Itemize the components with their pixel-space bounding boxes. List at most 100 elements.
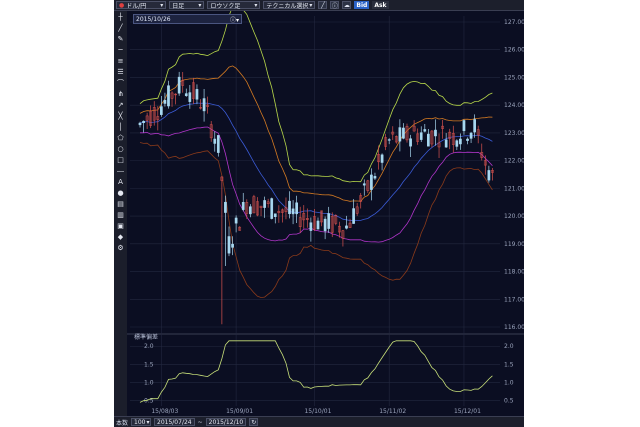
vertical-line-icon[interactable]: │ [118, 122, 123, 131]
candle-body [394, 136, 398, 143]
refresh-icon[interactable]: ↻ [249, 418, 259, 426]
candle-body [441, 125, 444, 129]
y-tick-label: 125.00 [504, 74, 524, 81]
candle-body [227, 236, 231, 254]
candle-body [330, 215, 334, 233]
layers-icon[interactable]: ▤ [117, 199, 124, 208]
date-readout: 2015/10/26 [133, 14, 242, 24]
currency-pair-label: ドル/円 [126, 2, 147, 10]
info-icon[interactable]: ⓘ [330, 1, 340, 10]
candle-body [384, 137, 387, 147]
candle-body [284, 207, 288, 212]
candle-body [249, 206, 252, 215]
crosshair-icon[interactable]: ┼ [118, 12, 123, 21]
pencil-icon[interactable]: ✎ [117, 34, 124, 43]
candle-body [469, 132, 473, 139]
candle-body [327, 213, 331, 229]
candle-body [412, 125, 416, 132]
candle-body [288, 200, 291, 215]
y-tick-label: 118.00 [504, 269, 524, 276]
candle-body [216, 135, 220, 153]
y-tick-label: 127.00 [504, 19, 524, 26]
candle-body [409, 138, 412, 147]
date-label: 2015/10/26 [136, 15, 171, 23]
dot-icon[interactable]: ● [117, 188, 124, 197]
price-chart[interactable]: 127.00 126.00 125.00 124.00 123.00 122.00 121.… [127, 11, 524, 416]
candle-body [370, 174, 373, 190]
chart-type-select[interactable]: ロウソク足 ▾ [207, 1, 261, 10]
candle-body [466, 138, 469, 141]
candle-body [398, 127, 402, 142]
period-select[interactable]: 日足 ▾ [169, 1, 205, 10]
candle-body [473, 119, 476, 133]
stack-icon[interactable]: ▥ [117, 210, 124, 219]
sub-y-tick-label-right: 2.0 [504, 343, 514, 350]
draw-line-icon[interactable]: ╱ [318, 1, 328, 9]
candle-body [348, 222, 352, 228]
candle-body [188, 92, 192, 102]
chevron-down-icon[interactable]: ▾ [236, 17, 240, 24]
candle-body [334, 215, 338, 224]
info-icon[interactable]: ⓘ [230, 17, 237, 24]
currency-pair-select[interactable]: ● ドル/円 ▾ [116, 1, 167, 10]
polygon-icon[interactable]: ⬠ [117, 133, 124, 142]
bar-count-select[interactable]: 100 ▾ [131, 418, 152, 426]
candle-body [263, 200, 266, 208]
y-tick-label: 124.00 [504, 102, 524, 109]
horizontal-line-icon[interactable]: ─ [118, 45, 123, 54]
chevron-down-icon: ▾ [146, 418, 150, 426]
indicator-label: テクニカル選択 [266, 2, 309, 10]
date-box-icons: ⓘ▾ [230, 15, 239, 24]
sub-y-tick-label: 1.5 [144, 361, 154, 368]
from-date-field[interactable]: 2015/07/24 [154, 418, 195, 426]
settings-icon[interactable]: ⚙ [117, 243, 124, 252]
y-tick-label: 126.00 [504, 47, 524, 54]
trendline-icon[interactable]: ╱ [118, 23, 123, 32]
eraser-icon[interactable]: ◆ [117, 232, 124, 241]
x-tick-label: 15/12/01 [454, 408, 481, 415]
candle-body [156, 116, 160, 120]
drawing-tools-column: ┼ ╱ ✎ ─ ≡ ☰ ⌒ ⋔ ↗ ╳ │ ⬠ ○ □ ― A ● ▤ ▥ ▣ … [114, 11, 128, 416]
candle-body [323, 218, 327, 232]
cloud-icon[interactable]: ☁ [342, 1, 352, 9]
candle-body [270, 198, 274, 219]
from-date-value: 2015/07/24 [157, 418, 192, 426]
y-tick-label: 120.00 [504, 213, 524, 220]
candle-body [184, 93, 188, 97]
candle-body [252, 196, 256, 214]
bid-button[interactable]: Bid [354, 1, 370, 9]
candle-body [199, 107, 202, 109]
save-icon[interactable]: ▣ [117, 221, 124, 230]
channel-icon[interactable]: ≡ [117, 56, 124, 65]
sub-y-tick-label-right: 1.5 [504, 361, 514, 368]
chevron-down-icon: ▾ [198, 1, 202, 9]
candle-body [163, 99, 167, 104]
ask-button[interactable]: Ask [372, 1, 389, 9]
y-tick-label: 122.00 [504, 158, 524, 165]
indicator-select[interactable]: テクニカル選択 ▾ [263, 1, 316, 10]
candle-body [416, 133, 420, 142]
to-date-field[interactable]: 2015/12/10 [205, 418, 247, 426]
candle-body [480, 152, 484, 158]
pitchfork-icon[interactable]: ⋔ [117, 89, 124, 98]
bar-count-label: 本数 [116, 419, 129, 427]
ray-icon[interactable]: ↗ [117, 100, 124, 109]
y-tick-label: 119.00 [504, 241, 524, 248]
candle-body [423, 129, 427, 132]
candle-body [459, 138, 462, 145]
candle-body [224, 201, 227, 213]
sub-panel-label: 標準偏差 [134, 334, 159, 341]
candle-body [352, 208, 355, 224]
arc-icon[interactable]: ⌒ [117, 78, 124, 87]
upper-band-2 [139, 11, 493, 183]
toolbar: ● ドル/円 ▾ 日足 ▾ ロウソク足 ▾ テクニカル選択 ▾ ╱ ⓘ ☁ Bi… [114, 0, 524, 11]
chart-type-label: ロウソク足 [210, 2, 241, 10]
gann-icon[interactable]: ╳ [118, 111, 123, 120]
candle-body [462, 120, 466, 132]
fibonacci-icon[interactable]: ☰ [117, 67, 124, 76]
circle-icon[interactable]: ○ [117, 144, 124, 153]
text-icon[interactable]: A [118, 177, 123, 186]
candle-body [434, 129, 437, 137]
rectangle-icon[interactable]: □ [117, 155, 124, 164]
candle-body [241, 202, 245, 210]
